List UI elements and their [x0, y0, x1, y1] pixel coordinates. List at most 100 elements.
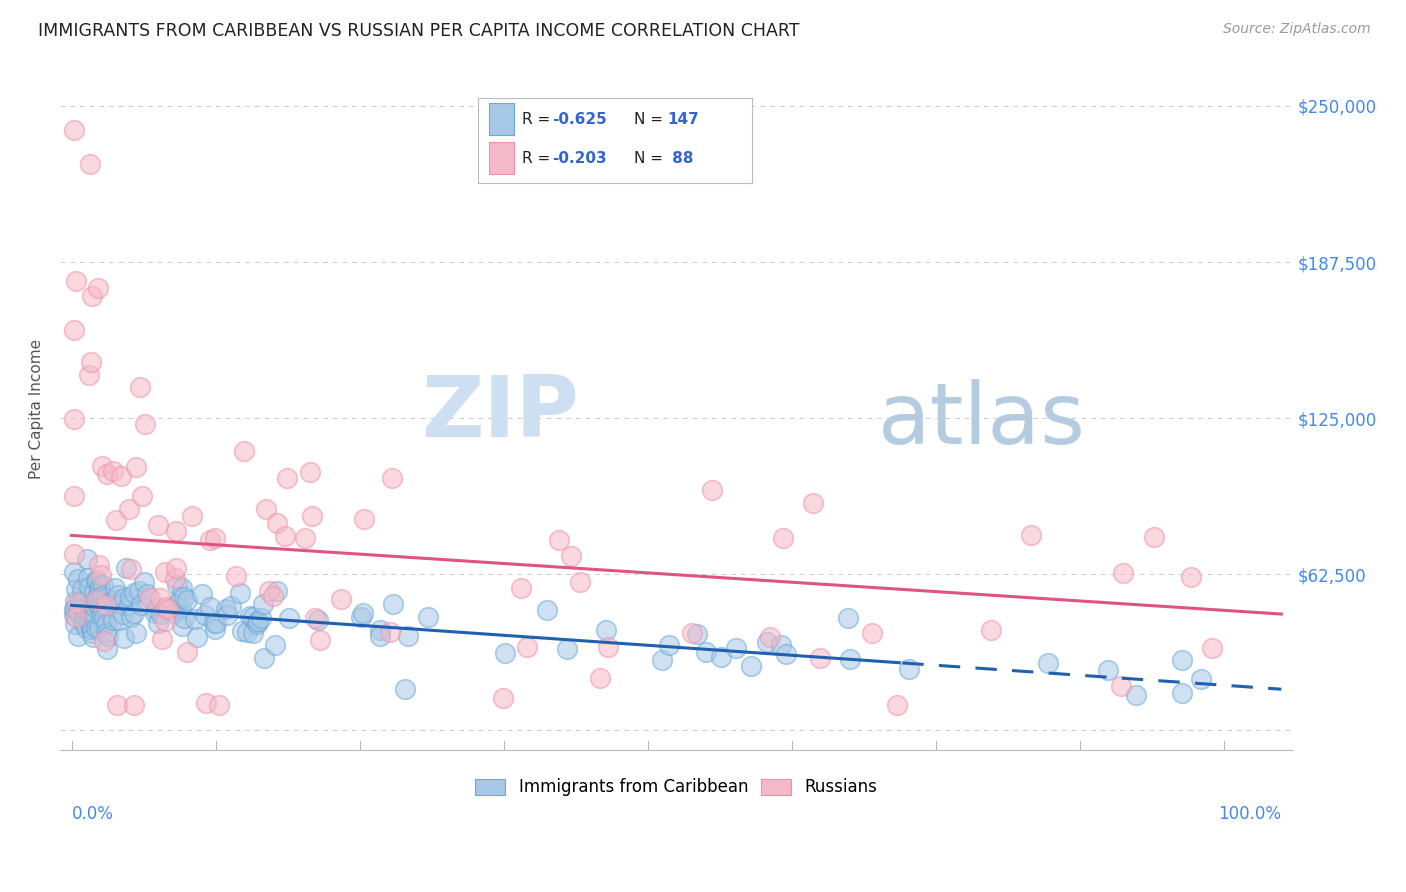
Point	[353, 511, 375, 525]
Point	[225, 569, 247, 583]
Point	[63, 489, 86, 503]
Point	[65, 610, 87, 624]
Point	[73, 610, 96, 624]
Text: 100.0%: 100.0%	[1219, 805, 1281, 823]
Point	[418, 610, 440, 624]
Point	[82, 611, 104, 625]
Point	[166, 578, 188, 592]
Point	[72, 615, 94, 630]
Point	[686, 627, 709, 641]
Point	[87, 281, 110, 295]
Point	[152, 632, 174, 647]
Point	[91, 599, 114, 613]
Point	[758, 630, 780, 644]
Point	[170, 590, 193, 604]
Point	[145, 602, 167, 616]
Point	[1201, 640, 1223, 655]
Point	[198, 600, 221, 615]
Point	[492, 690, 515, 705]
Point	[231, 624, 253, 638]
Point	[266, 516, 288, 531]
Point	[114, 591, 136, 605]
Point	[596, 640, 619, 655]
Point	[134, 417, 156, 431]
Point	[80, 622, 103, 636]
Text: N =: N =	[634, 151, 664, 166]
Point	[70, 582, 93, 596]
Point	[651, 653, 673, 667]
Point	[94, 617, 117, 632]
Point	[103, 593, 125, 607]
Point	[1112, 566, 1135, 580]
Point	[77, 368, 100, 382]
Point	[263, 638, 285, 652]
Point	[79, 607, 101, 622]
Point	[204, 622, 226, 636]
Point	[165, 599, 187, 613]
Point	[94, 626, 117, 640]
Point	[173, 591, 195, 605]
Point	[204, 531, 226, 545]
Point	[63, 617, 86, 632]
Point	[65, 582, 87, 597]
Point	[69, 593, 91, 607]
Point	[82, 607, 104, 621]
Point	[128, 584, 150, 599]
Point	[117, 598, 139, 612]
Point	[108, 614, 131, 628]
Point	[250, 611, 273, 625]
Point	[555, 642, 578, 657]
Point	[139, 591, 162, 605]
Point	[80, 626, 103, 640]
Point	[110, 597, 132, 611]
Point	[1189, 672, 1212, 686]
Point	[236, 625, 259, 640]
Point	[252, 597, 274, 611]
Point	[808, 650, 831, 665]
Point	[294, 531, 316, 545]
Point	[568, 574, 591, 589]
Point	[516, 640, 538, 654]
Point	[801, 496, 824, 510]
Point	[242, 609, 264, 624]
Point	[382, 597, 405, 611]
Point	[304, 611, 326, 625]
Point	[80, 622, 103, 636]
Point	[155, 599, 177, 614]
Point	[253, 650, 276, 665]
Point	[89, 621, 111, 635]
Point	[980, 624, 1002, 638]
Point	[495, 647, 517, 661]
Point	[90, 591, 112, 605]
Text: Source: ZipAtlas.com: Source: ZipAtlas.com	[1223, 22, 1371, 37]
Point	[75, 605, 97, 619]
Point	[145, 606, 167, 620]
Point	[186, 631, 208, 645]
Point	[63, 411, 86, 425]
Point	[77, 580, 100, 594]
Y-axis label: Per Capita Income: Per Capita Income	[30, 339, 44, 479]
Point	[66, 597, 89, 611]
Point	[205, 615, 228, 630]
Point	[276, 471, 298, 485]
Point	[63, 594, 86, 608]
Point	[103, 464, 125, 478]
Point	[120, 610, 142, 624]
Point	[1019, 528, 1042, 542]
Point	[93, 634, 115, 648]
Point	[89, 582, 111, 597]
Point	[149, 591, 172, 605]
Point	[350, 610, 373, 624]
Point	[101, 613, 124, 627]
Point	[122, 586, 145, 600]
Point	[86, 591, 108, 605]
Point	[510, 581, 533, 595]
Point	[246, 616, 269, 631]
Point	[84, 621, 107, 635]
Point	[105, 698, 128, 713]
Point	[242, 625, 264, 640]
Point	[330, 592, 353, 607]
Point	[860, 625, 883, 640]
Text: atlas: atlas	[879, 379, 1085, 462]
Point	[307, 613, 329, 627]
